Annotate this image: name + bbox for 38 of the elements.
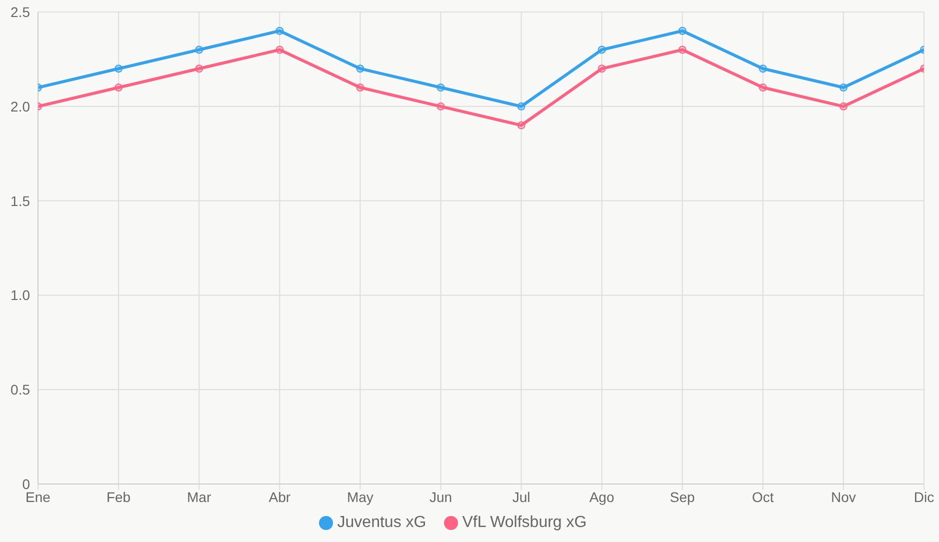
point [758, 84, 767, 92]
y-tick-label: 0.5 [10, 382, 30, 398]
point [678, 26, 686, 35]
point [758, 64, 767, 73]
x-tick-label: Sep [670, 488, 696, 505]
x-tick-label: Mar [187, 488, 212, 505]
y-tick-label: 1.0 [10, 287, 30, 304]
x-tick-label: Dic [914, 488, 934, 505]
point [114, 84, 123, 92]
point [356, 64, 364, 73]
point [598, 64, 606, 73]
point [276, 26, 284, 35]
point [114, 64, 123, 73]
point [356, 84, 364, 92]
x-tick-label: Nov [831, 488, 856, 505]
point [436, 84, 445, 92]
legend-label: VfL Wolfsburg xG [462, 514, 587, 531]
y-tick-label: 2.0 [10, 98, 30, 114]
point [436, 102, 445, 110]
x-tick-label: Ago [589, 488, 614, 505]
point [517, 121, 526, 130]
point [839, 84, 848, 92]
legend-label: Juventus xG [337, 514, 426, 531]
x-tick-label: Abr [268, 488, 291, 505]
point [195, 64, 204, 73]
x-tick-label: Jun [429, 488, 452, 505]
point [678, 46, 686, 54]
y-tick-label: 1.5 [10, 192, 30, 209]
point [598, 46, 606, 54]
x-tick-label: Feb [106, 488, 131, 505]
x-tick-label: May [346, 488, 374, 505]
point [517, 102, 526, 110]
y-tick-label: 2.5 [10, 4, 30, 20]
x-tick-label: Jul [512, 488, 530, 505]
point [839, 102, 848, 110]
point [195, 46, 204, 54]
x-tick-label: Oct [752, 488, 774, 505]
point [276, 46, 284, 54]
